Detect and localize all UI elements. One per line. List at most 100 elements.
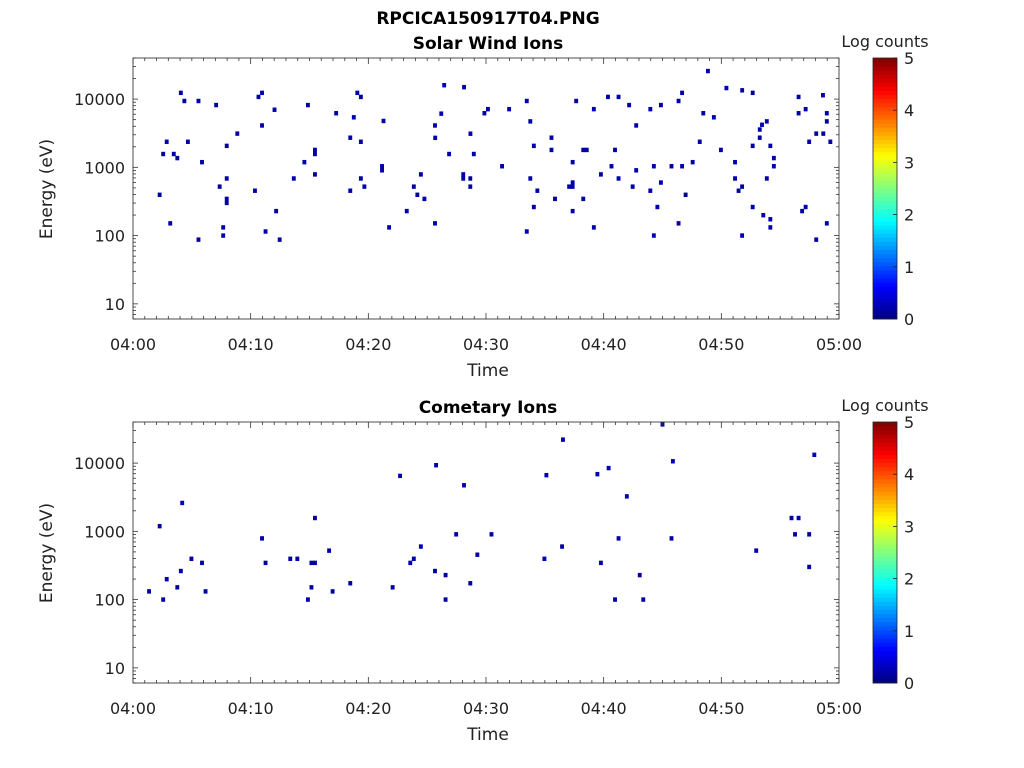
x-tick-label: 05:00 bbox=[816, 699, 862, 718]
colorbar-segment bbox=[873, 115, 897, 120]
colorbar-segment bbox=[873, 257, 897, 263]
heatmap-cell bbox=[422, 196, 427, 202]
heatmap-cell bbox=[263, 229, 268, 234]
colorbar-segment bbox=[873, 528, 897, 533]
heatmap-cell bbox=[260, 536, 264, 541]
colorbar-segment bbox=[873, 629, 897, 635]
colorbar-segment bbox=[873, 536, 897, 541]
heatmap-cell bbox=[482, 111, 487, 116]
heatmap-cell bbox=[200, 159, 204, 165]
x-tick-label: 04:30 bbox=[463, 699, 509, 718]
colorbar-segment bbox=[873, 94, 897, 100]
heatmap-cell bbox=[309, 560, 314, 566]
heatmap-cell bbox=[768, 225, 773, 230]
colorbar-segment bbox=[873, 70, 897, 75]
x-axis-cometary: 04:00 04:10 04:20 04:30 04:40 04:50 05:00 bbox=[110, 422, 862, 718]
colorbar-segment bbox=[873, 662, 897, 668]
colorbar-segment bbox=[873, 102, 897, 108]
colorbar-segment bbox=[873, 426, 897, 431]
colorbar-segment bbox=[873, 90, 897, 96]
heatmap-cell bbox=[796, 94, 801, 100]
heatmap-cell bbox=[524, 98, 529, 104]
colorbar-segment bbox=[873, 613, 897, 619]
heatmap-cell bbox=[570, 159, 575, 165]
colorbar-tick-label: 1 bbox=[904, 258, 914, 277]
heatmap-cell bbox=[348, 188, 353, 193]
colorbar-segment bbox=[873, 581, 897, 586]
heatmap-cell bbox=[757, 135, 762, 140]
heatmap-cell bbox=[800, 208, 805, 214]
heatmap-cell bbox=[683, 192, 688, 198]
heatmap-cell bbox=[351, 115, 356, 120]
heatmap-cell bbox=[434, 462, 439, 468]
heatmap-cell bbox=[253, 188, 257, 193]
colorbar-segment bbox=[873, 237, 897, 242]
heatmap-cell bbox=[524, 229, 529, 234]
colorbar-segment bbox=[873, 82, 897, 87]
colorbar-segment bbox=[873, 519, 897, 525]
heatmap-cell bbox=[161, 597, 166, 602]
heatmap-cell bbox=[606, 94, 610, 100]
colorbar-segment bbox=[873, 78, 897, 83]
heatmap-cell bbox=[263, 560, 268, 566]
heatmap-cell bbox=[793, 532, 797, 537]
heatmap-cell bbox=[302, 159, 307, 165]
colorbar-segment bbox=[873, 601, 897, 606]
colorbar-segment bbox=[873, 670, 897, 676]
heatmap-cell bbox=[309, 585, 314, 590]
heatmap-cell bbox=[182, 98, 187, 104]
heatmap-cell bbox=[196, 98, 201, 104]
heatmap-cell bbox=[200, 560, 204, 566]
colorbar-segment bbox=[873, 282, 897, 287]
heatmap-cell bbox=[549, 147, 554, 153]
colorbar-segment bbox=[873, 98, 897, 104]
heatmap-cell bbox=[591, 225, 596, 230]
heatmap-cell bbox=[567, 184, 572, 189]
colorbar-segment bbox=[873, 302, 897, 308]
heatmap-cell bbox=[387, 225, 392, 230]
heatmap-cell bbox=[305, 597, 310, 602]
heatmap-cell bbox=[500, 164, 504, 169]
heatmap-cell bbox=[411, 184, 416, 189]
colorbar-segment bbox=[873, 593, 897, 598]
heatmap-cell bbox=[803, 204, 808, 210]
colorbar-segment bbox=[873, 597, 897, 602]
heatmap-cell bbox=[313, 151, 317, 157]
heatmap-cell bbox=[570, 180, 575, 185]
colorbar-segment bbox=[873, 139, 897, 145]
heatmap-cell bbox=[461, 176, 466, 181]
heatmap-cell bbox=[658, 180, 663, 185]
x-tick-label: 04:30 bbox=[463, 335, 509, 354]
y-axis-label-cometary: Energy (eV) bbox=[37, 503, 57, 603]
heatmap-cell bbox=[486, 106, 490, 112]
colorbar-segment bbox=[873, 589, 897, 594]
heatmap-cell bbox=[595, 471, 600, 477]
heatmap-cell bbox=[584, 147, 589, 153]
heatmap-cell bbox=[634, 123, 639, 128]
colorbar-segment bbox=[873, 274, 897, 279]
heatmap-cell bbox=[705, 68, 710, 74]
heatmap-cell bbox=[224, 200, 229, 206]
heatmap-cell bbox=[750, 143, 755, 149]
colorbar-segment bbox=[873, 212, 897, 218]
y-tick-label: 1000 bbox=[84, 522, 125, 541]
heatmap-cell bbox=[828, 139, 833, 144]
colorbar-segment bbox=[873, 286, 897, 291]
colorbar-frame bbox=[872, 421, 898, 684]
colorbar-segment bbox=[873, 576, 897, 582]
colorbar-segment bbox=[873, 180, 897, 185]
heatmap-cell bbox=[814, 237, 819, 242]
heatmap-cell bbox=[581, 196, 586, 202]
colorbar-segment bbox=[873, 438, 897, 443]
heatmap-cell bbox=[327, 548, 332, 553]
colorbar-segment bbox=[873, 422, 897, 427]
x-tick-label: 04:20 bbox=[345, 335, 391, 354]
colorbar-segment bbox=[873, 540, 897, 545]
colorbar-segment bbox=[873, 229, 897, 234]
colorbar-segment bbox=[873, 462, 897, 468]
colorbar-segment bbox=[873, 479, 897, 484]
heatmap-cell bbox=[528, 176, 533, 181]
colorbar-segment bbox=[873, 544, 897, 549]
colorbar-segment bbox=[873, 253, 897, 259]
